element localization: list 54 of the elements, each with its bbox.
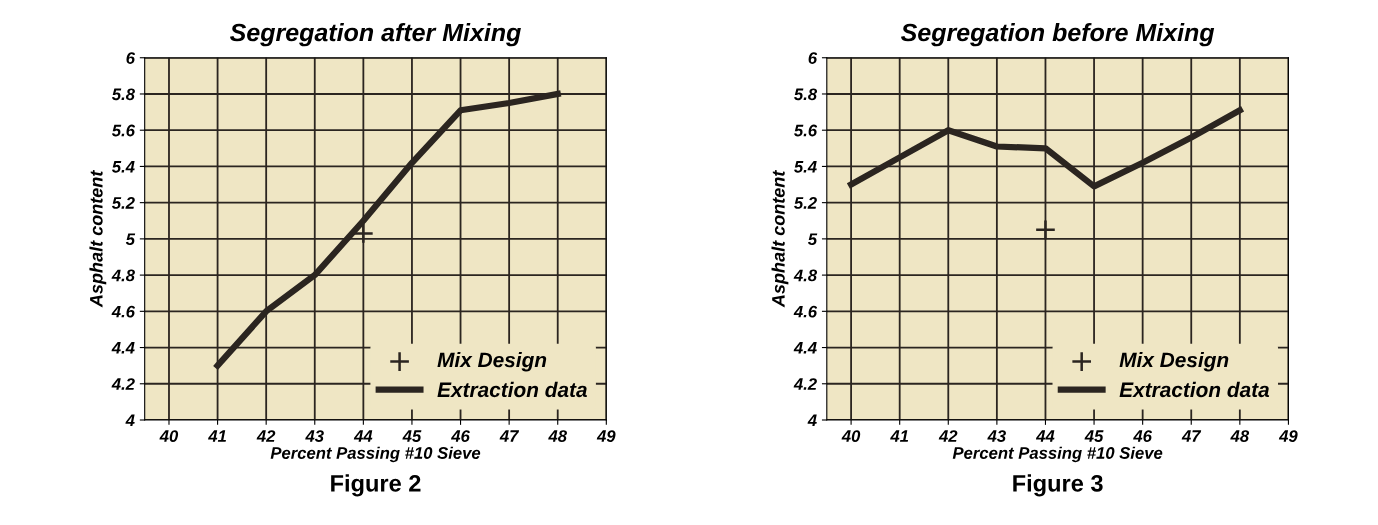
chart-title: Segregation before Mixing (900, 22, 1215, 47)
x-tick-label: 43 (305, 430, 324, 442)
x-tick-label: 43 (987, 430, 1006, 442)
y-tick-label: 4 (125, 414, 135, 427)
x-tick-label: 47 (1181, 430, 1202, 442)
x-tick-label: 46 (1133, 430, 1153, 442)
y-tick-label: 4.4 (793, 342, 817, 354)
y-tick-label: 5 (807, 233, 818, 246)
chart-title: Segregation after Mixing (229, 22, 521, 47)
x-tick-label: 45 (402, 430, 422, 442)
y-tick-label: 5.2 (794, 197, 817, 209)
x-tick-label: 44 (1035, 430, 1055, 442)
x-axis-title: Percent Passing #10 Sieve (270, 446, 481, 463)
y-tick-label: 4 (807, 414, 817, 427)
x-tick-label: 40 (841, 430, 861, 442)
x-tick-label: 48 (548, 430, 567, 442)
y-tick-label: 4.2 (793, 378, 817, 390)
y-tick-label: 5.6 (111, 124, 136, 137)
y-tick-label: 5 (125, 233, 136, 246)
y-tick-label: 5.4 (111, 161, 135, 173)
y-tick-label: 6 (808, 52, 818, 64)
legend-label: Mix Design (1119, 351, 1229, 372)
x-tick-label: 47 (499, 430, 520, 442)
y-tick-label: 5.2 (111, 197, 135, 209)
legend-label: Mix Design (437, 351, 547, 372)
legend-label: Extraction data (437, 381, 587, 398)
x-tick-label: 46 (451, 430, 470, 442)
y-tick-label: 4.8 (793, 269, 818, 282)
x-tick-label: 49 (596, 430, 616, 442)
x-tick-label: 40 (159, 430, 179, 442)
y-tick-label: 4.6 (111, 305, 136, 318)
y-tick-label: 4.4 (111, 342, 135, 354)
caption: Figure 3 (1013, 474, 1103, 497)
y-tick-label: 4.8 (111, 269, 135, 282)
y-tick-label: 5.4 (794, 161, 817, 173)
y-tick-label: 6 (126, 52, 136, 64)
y-axis-title: Asphalt content (771, 170, 789, 308)
x-tick-label: 44 (353, 430, 373, 442)
x-tick-label: 41 (208, 430, 226, 442)
x-tick-label: 45 (1084, 430, 1104, 442)
legend-label: Extraction data (1119, 381, 1270, 398)
y-tick-label: 4.2 (111, 378, 135, 390)
y-axis-title: Asphalt content (89, 170, 107, 308)
y-tick-label: 4.6 (793, 305, 818, 318)
x-axis-title: Percent Passing #10 Sieve (952, 446, 1163, 463)
x-tick-label: 41 (890, 430, 909, 442)
x-tick-label: 42 (256, 430, 276, 442)
x-tick-label: 48 (1230, 430, 1250, 442)
y-tick-label: 5.8 (794, 88, 818, 101)
y-tick-label: 5.8 (111, 88, 135, 101)
caption: Figure 2 (331, 474, 421, 497)
x-tick-label: 49 (1278, 430, 1298, 442)
x-tick-label: 42 (938, 430, 958, 442)
y-tick-label: 5.6 (794, 124, 818, 137)
